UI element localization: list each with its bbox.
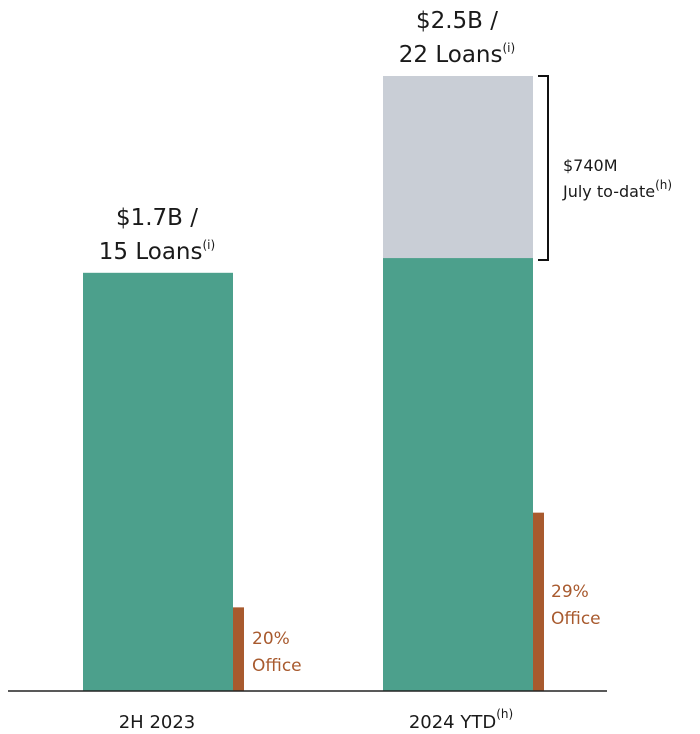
- total-label-2h-2023-line1: $1.7B /: [116, 205, 198, 231]
- category-label-2024-ytd-sup: (h): [496, 707, 513, 721]
- bar-2024-ytd-july-to-date-segment: [383, 76, 533, 259]
- bracket-period-text: July to-date: [562, 182, 655, 201]
- total-label-2024-ytd-line2: 22 Loans(i): [399, 41, 515, 68]
- office-pct-label-2h-2023: 20%: [252, 629, 290, 649]
- office-pct-label-2024-ytd: 29%: [551, 582, 589, 602]
- office-word-label-2h-2023: Office: [252, 656, 302, 676]
- total-label-2h-2023-loans: 15 Loans: [99, 239, 203, 265]
- category-label-2024-ytd: 2024 YTD(h): [409, 707, 513, 733]
- office-share-bar-2024-ytd: [533, 512, 544, 691]
- office-share-bar-2h-2023: [233, 607, 244, 691]
- total-label-2024-ytd-line1: $2.5B /: [416, 8, 498, 34]
- bracket-period-sup: (h): [655, 178, 672, 192]
- total-label-2024-ytd-sup: (i): [503, 41, 516, 55]
- office-word-label-2024-ytd: Office: [551, 609, 601, 629]
- total-label-2h-2023-sup: (i): [203, 238, 216, 252]
- bar-2h-2023-base-segment: [83, 272, 233, 691]
- bracket-amount-label: $740M: [563, 156, 618, 175]
- bracket-period-label: July to-date(h): [562, 178, 672, 201]
- category-label-2024-ytd-text: 2024 YTD: [409, 712, 496, 733]
- total-label-2h-2023-line2: 15 Loans(i): [99, 238, 215, 265]
- category-label-2h-2023: 2H 2023: [119, 712, 196, 733]
- bar-2024-ytd-base-segment: [383, 258, 533, 691]
- july-to-date-bracket: [538, 75, 549, 261]
- total-label-2024-ytd-loans: 22 Loans: [399, 42, 503, 68]
- bars-layer: [83, 76, 544, 691]
